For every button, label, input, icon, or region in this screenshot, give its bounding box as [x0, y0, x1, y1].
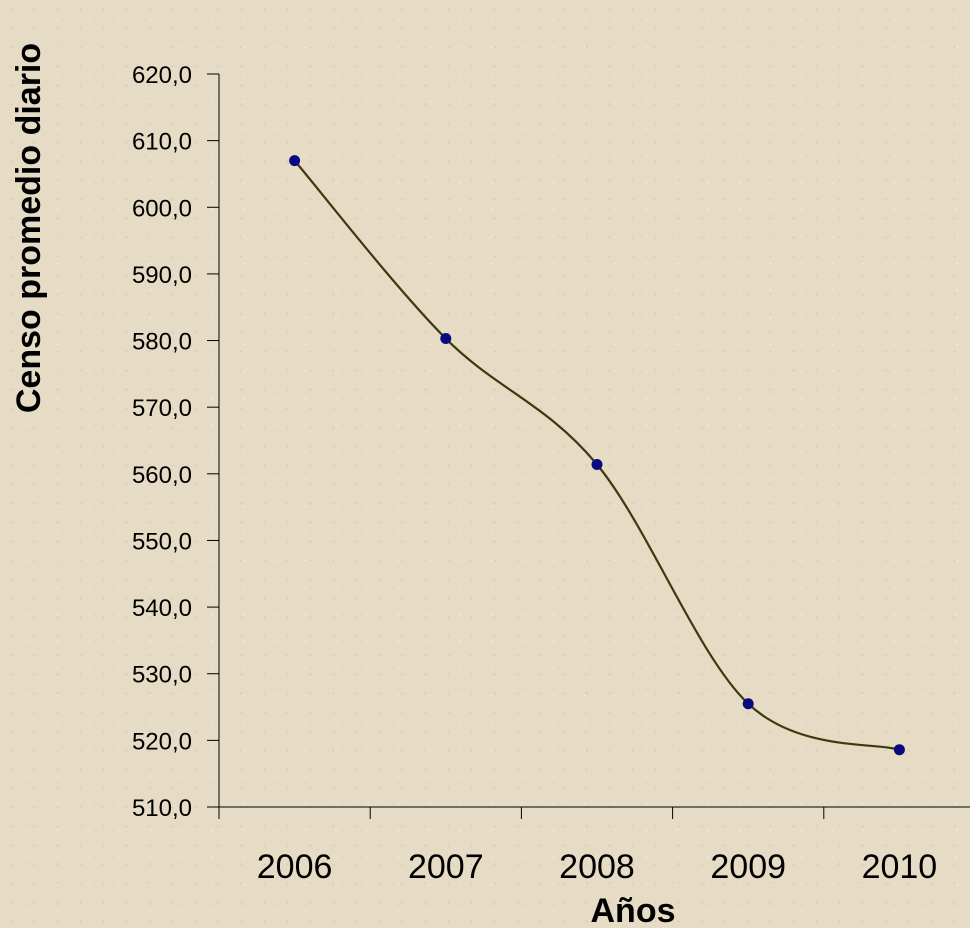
y-axis-title: Censo promedio diario: [10, 43, 48, 413]
data-point: [893, 744, 905, 756]
y-tick-label: 580,0: [132, 329, 192, 356]
y-tick-label: 570,0: [132, 395, 192, 422]
y-tick-label: 530,0: [132, 662, 192, 689]
x-tick-label: 2006: [257, 848, 333, 886]
y-tick-label: 600,0: [132, 195, 192, 222]
y-tick-label: 560,0: [132, 462, 192, 489]
series-line: [293, 159, 900, 751]
y-tick-label: 550,0: [132, 528, 192, 555]
y-tick-label: 610,0: [132, 129, 192, 156]
x-tick-label: 2007: [408, 848, 484, 886]
y-tick-label: 540,0: [132, 595, 192, 622]
y-tick-label: 590,0: [132, 262, 192, 289]
data-point: [591, 458, 603, 470]
plot-area: [289, 155, 905, 756]
x-tick-label: 2010: [862, 848, 938, 886]
data-point: [289, 155, 301, 167]
data-point: [742, 698, 754, 710]
x-tick-label: 2008: [559, 848, 635, 886]
x-axis: 2006 2007 2008 2009 2010: [218, 806, 970, 886]
y-axis: 510,0 520,0 530,0 540,0 550,0 560,0 570,0 580,0…: [132, 62, 220, 822]
y-tick-label: 620,0: [132, 62, 192, 89]
y-tick-label: 510,0: [132, 795, 192, 822]
x-tick-label: 2009: [710, 848, 786, 886]
data-point: [440, 333, 452, 345]
y-tick-label: 520,0: [132, 728, 192, 755]
x-axis-title: Años: [591, 892, 676, 928]
